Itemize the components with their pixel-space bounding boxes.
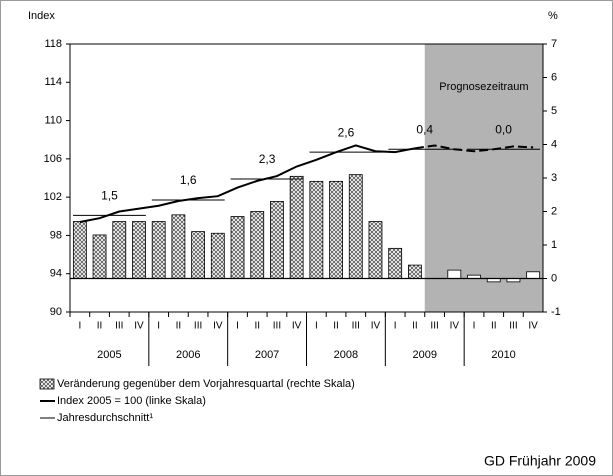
y2-tick-label: -1 — [551, 306, 561, 318]
year-label: 2006 — [176, 349, 200, 361]
y2-tick-label: 5 — [551, 105, 557, 117]
bar — [407, 264, 422, 279]
x-tick-label: III — [430, 321, 438, 332]
y-tick-label: 110 — [44, 114, 62, 126]
x-tick-label: I — [78, 321, 81, 332]
legend-label: Index 2005 = 100 (linke Skala) — [57, 395, 206, 407]
y2-tick-label: 2 — [551, 205, 557, 217]
annotation: 1,6 — [180, 173, 197, 187]
x-tick-label: II — [491, 321, 497, 332]
bar — [92, 234, 107, 279]
bar — [329, 180, 343, 279]
bar — [191, 231, 206, 279]
y-tick-label: 102 — [44, 191, 62, 203]
bar — [132, 221, 146, 279]
x-tick-label: II — [333, 321, 339, 332]
y-axis-label: Index — [28, 10, 55, 22]
x-tick-label: I — [315, 321, 318, 332]
x-tick-label: I — [236, 321, 239, 332]
index-line — [414, 144, 534, 153]
x-tick-label: IV — [450, 321, 460, 332]
bar — [309, 180, 324, 279]
x-tick-label: II — [412, 321, 418, 332]
y-tick-label: 98 — [50, 229, 62, 241]
year-label: 2005 — [97, 349, 121, 361]
y2-tick-label: 0 — [551, 272, 557, 284]
x-tick-label: IV — [528, 321, 538, 332]
x-tick-label: III — [194, 321, 202, 332]
bar — [368, 221, 383, 279]
bar — [72, 221, 87, 279]
annotation: 2,6 — [338, 125, 355, 139]
legend-swatch — [39, 378, 55, 390]
x-tick-label: III — [115, 321, 123, 332]
bar — [447, 269, 462, 279]
y2-tick-label: 7 — [551, 38, 557, 50]
annotation: 0,0 — [495, 122, 512, 136]
bar — [270, 201, 284, 279]
x-tick-label: IV — [371, 321, 381, 332]
x-tick-label: IV — [292, 321, 302, 332]
y2-axis-label: % — [548, 10, 558, 22]
forecast-label: Prognosezeitraum — [439, 81, 528, 93]
bar — [210, 232, 225, 279]
bar — [230, 216, 245, 279]
x-tick-label: I — [394, 321, 397, 332]
x-tick-label: I — [473, 321, 476, 332]
x-tick-label: II — [254, 321, 260, 332]
x-tick-label: IV — [213, 321, 223, 332]
bar — [289, 175, 304, 279]
x-tick-label: I — [157, 321, 160, 332]
y-tick-label: 118 — [44, 38, 62, 50]
bar — [151, 221, 166, 279]
y2-tick-label: 4 — [551, 138, 557, 150]
y-tick-label: 106 — [44, 153, 62, 165]
index-line — [79, 144, 416, 224]
year-label: 2009 — [413, 349, 437, 361]
legend-label: Veränderung gegenüber dem Vorjahresquart… — [57, 378, 355, 390]
x-tick-label: II — [97, 321, 103, 332]
bar — [250, 211, 265, 279]
y-tick-label: 94 — [50, 268, 62, 280]
annotation: 1,5 — [101, 189, 118, 203]
y2-tick-label: 1 — [551, 239, 557, 251]
x-tick-label: III — [509, 321, 517, 332]
x-tick-label: III — [273, 321, 281, 332]
year-label: 2008 — [334, 349, 358, 361]
bar — [112, 221, 127, 279]
y-tick-label: 114 — [44, 76, 62, 88]
annotation: 2,3 — [259, 152, 276, 166]
forecast-region — [424, 44, 543, 312]
bar — [171, 214, 186, 279]
y-tick-label: 90 — [50, 306, 62, 318]
y2-tick-label: 3 — [551, 172, 557, 184]
bar — [526, 271, 541, 279]
x-tick-label: III — [352, 321, 360, 332]
annotation: 0,4 — [416, 122, 433, 136]
x-tick-label: II — [176, 321, 182, 332]
bar — [388, 247, 403, 279]
year-label: 2007 — [255, 349, 279, 361]
legend-label: Jahresdurchschnitt¹ — [57, 412, 153, 424]
y2-tick-label: 6 — [551, 71, 557, 83]
source: GD Frühjahr 2009 — [484, 453, 596, 469]
x-tick-label: IV — [134, 321, 144, 332]
bar — [348, 174, 363, 279]
year-label: 2010 — [491, 349, 515, 361]
